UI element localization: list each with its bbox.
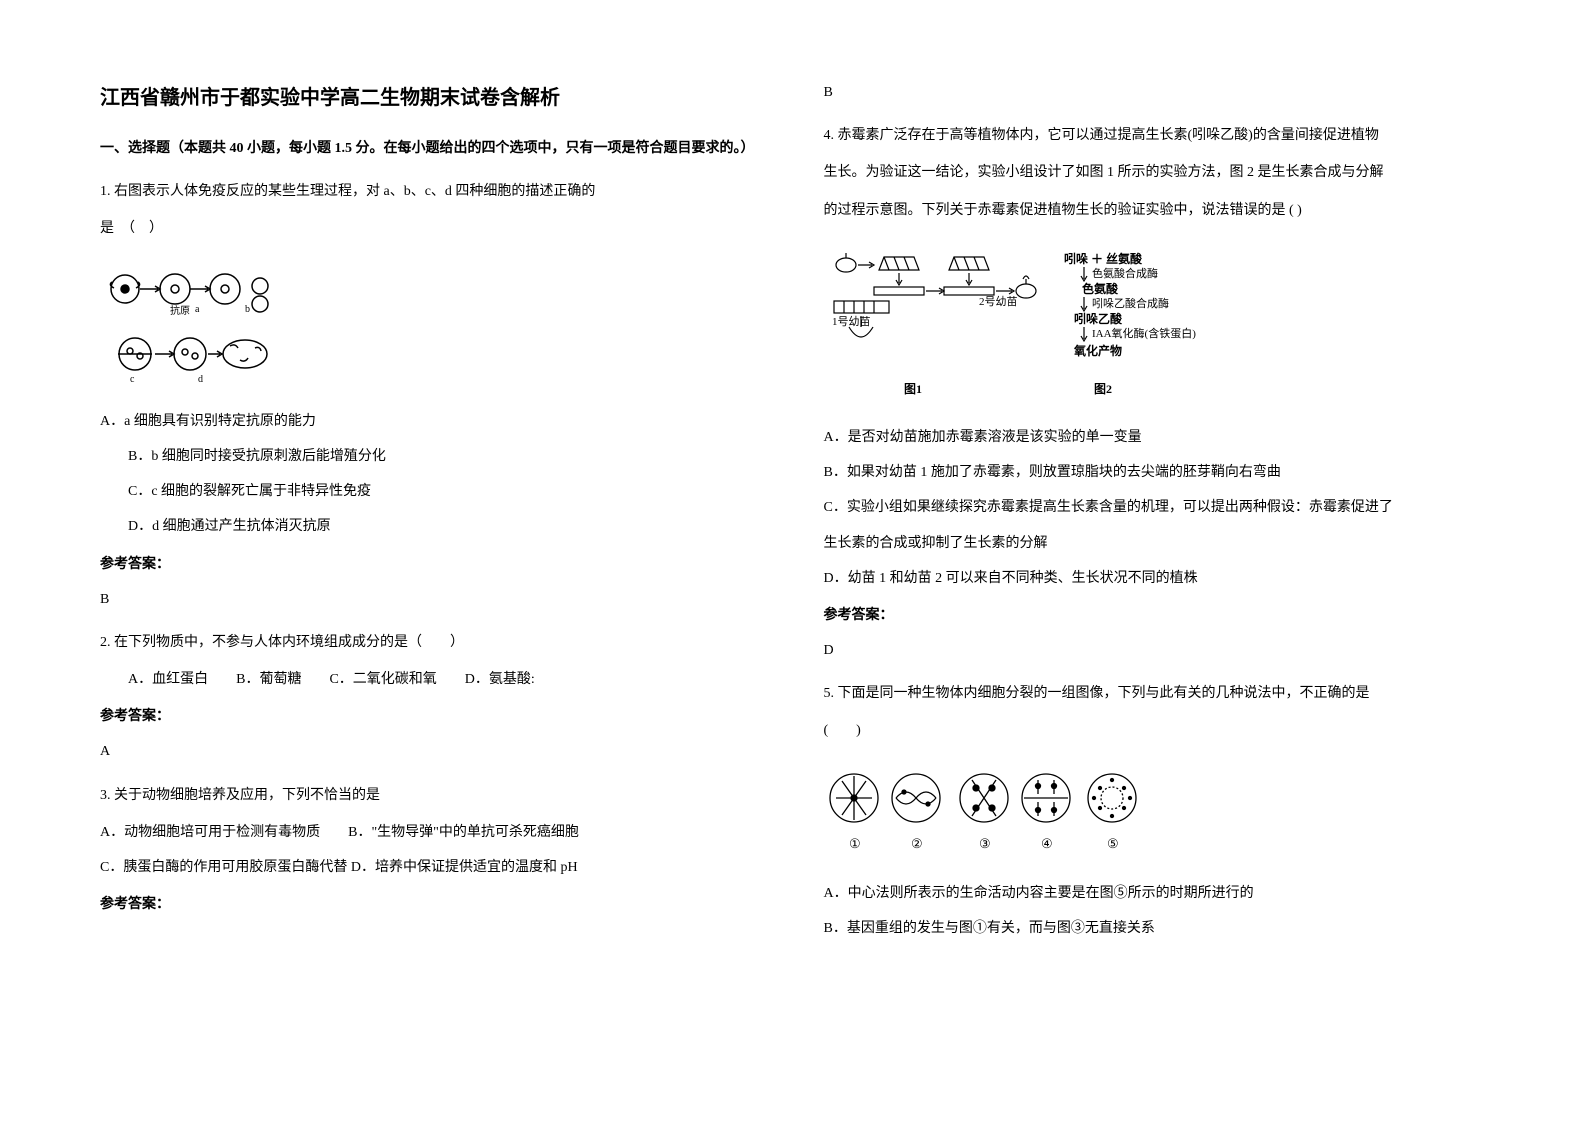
svg-text:d: d (198, 374, 203, 384)
q1-option-d: D．d 细胞通过产生抗体消灭抗原 (128, 514, 764, 539)
svg-text:色氨酸合成酶: 色氨酸合成酶 (1092, 266, 1158, 280)
svg-text:c: c (130, 374, 135, 384)
svg-text:吲哚 ＋ 丝氨酸: 吲哚 ＋ 丝氨酸 (1064, 251, 1143, 266)
section-header: 一、选择题（本题共 40 小题，每小题 1.5 分。在每小题给出的四个选项中，只… (100, 136, 764, 161)
q5-option-a: A．中心法则所表示的生命活动内容主要是在图⑤所示的时期所进行的 (824, 881, 1488, 906)
svg-text:吲哚乙酸合成酶: 吲哚乙酸合成酶 (1092, 296, 1169, 310)
q4-answer: D (824, 638, 1488, 663)
q2-stem: 2. 在下列物质中，不参与人体内环境组成成分的是（ ） (100, 630, 764, 655)
q2-answer: A (100, 739, 764, 764)
q3-stem: 3. 关于动物细胞培养及应用，下列不恰当的是 (100, 783, 764, 808)
q5-stem-line2: ( ) (824, 718, 1488, 743)
q4-option-d: D．幼苗 1 和幼苗 2 可以来自不同种类、生长状况不同的植株 (824, 566, 1488, 591)
q5-figure: ① ② ③ (824, 766, 1144, 856)
svg-text:1号幼苗: 1号幼苗 (832, 315, 871, 328)
svg-text:③: ③ (979, 836, 991, 851)
right-column: B 4. 赤霉素广泛存在于高等植物体内，它可以通过提高生长素(吲哚乙酸)的含量间… (824, 80, 1488, 1082)
q4-stem-line1: 4. 赤霉素广泛存在于高等植物体内，它可以通过提高生长素(吲哚乙酸)的含量间接促… (824, 123, 1488, 148)
svg-text:吲哚乙酸: 吲哚乙酸 (1074, 311, 1123, 326)
left-column: 江西省赣州市于都实验中学高二生物期末试卷含解析 一、选择题（本题共 40 小题，… (100, 80, 764, 1082)
q1-option-c: C．c 细胞的裂解死亡属于非特异性免疫 (128, 479, 764, 504)
svg-text:IAA氧化酶(含铁蛋白): IAA氧化酶(含铁蛋白) (1092, 326, 1196, 340)
q4-stem-line3: 的过程示意图。下列关于赤霉素促进植物生长的验证实验中，说法错误的是 ( ) (824, 198, 1488, 223)
svg-text:①: ① (849, 836, 861, 851)
svg-text:b: b (245, 304, 250, 315)
q3-answer: B (824, 80, 1488, 105)
q4-figure: 1号幼苗 2号幼苗 图1 吲哚 ＋ 丝氨酸 色氨酸合成酶 色氨酸 吲哚乙酸合成酶… (824, 245, 1204, 400)
q1-option-b: B．b 细胞同时接受抗原刺激后能增殖分化 (128, 444, 764, 469)
q4-option-c-line1: C．实验小组如果继续探究赤霉素提高生长素含量的机理，可以提出两种假设：赤霉素促进… (824, 495, 1488, 520)
svg-text:抗原: 抗原 (170, 304, 190, 317)
svg-text:图1: 图1 (904, 382, 922, 396)
q1-stem-line1: 1. 右图表示人体免疫反应的某些生理过程，对 a、b、c、d 四种细胞的描述正确… (100, 179, 764, 204)
q3-answer-label: 参考答案： (100, 892, 764, 917)
q1-answer-label: 参考答案： (100, 552, 764, 577)
svg-text:②: ② (911, 836, 923, 851)
q4-option-a: A．是否对幼苗施加赤霉素溶液是该实验的单一变量 (824, 425, 1488, 450)
q1-figure: 抗原 a b c d (100, 264, 280, 384)
q1-option-a: A．a 细胞具有识别特定抗原的能力 (100, 409, 764, 434)
q1-stem-line2: 是 （ ） (100, 216, 764, 241)
svg-text:图2: 图2 (1094, 382, 1112, 396)
q2-answer-label: 参考答案： (100, 704, 764, 729)
q3-options-line2: C．胰蛋白酶的作用可用胶原蛋白酶代替 D．培养中保证提供适宜的温度和 pH (100, 855, 764, 880)
q4-answer-label: 参考答案： (824, 603, 1488, 628)
q3-options-line1: A．动物细胞培可用于检测有毒物质 B．"生物导弹"中的单抗可杀死癌细胞 (100, 820, 764, 845)
q1-answer: B (100, 587, 764, 612)
q5-option-b: B．基因重组的发生与图①有关，而与图③无直接关系 (824, 916, 1488, 941)
svg-text:色氨酸: 色氨酸 (1082, 281, 1119, 296)
svg-text:2号幼苗: 2号幼苗 (979, 295, 1018, 308)
document-title: 江西省赣州市于都实验中学高二生物期末试卷含解析 (100, 80, 764, 116)
q5-stem-line1: 5. 下面是同一种生物体内细胞分裂的一组图像，下列与此有关的几种说法中，不正确的… (824, 681, 1488, 706)
q4-option-b: B．如果对幼苗 1 施加了赤霉素，则放置琼脂块的去尖端的胚芽鞘向右弯曲 (824, 460, 1488, 485)
q4-stem-line2: 生长。为验证这一结论，实验小组设计了如图 1 所示的实验方法，图 2 是生长素合… (824, 160, 1488, 185)
svg-text:氧化产物: 氧化产物 (1073, 343, 1122, 358)
q2-options: A．血红蛋白 B．葡萄糖 C．二氧化碳和氧 D．氨基酸: (128, 667, 764, 692)
svg-text:④: ④ (1041, 836, 1053, 851)
svg-text:⑤: ⑤ (1107, 836, 1119, 851)
svg-text:a: a (195, 304, 200, 315)
q4-option-c-line2: 生长素的合成或抑制了生长素的分解 (824, 531, 1488, 556)
